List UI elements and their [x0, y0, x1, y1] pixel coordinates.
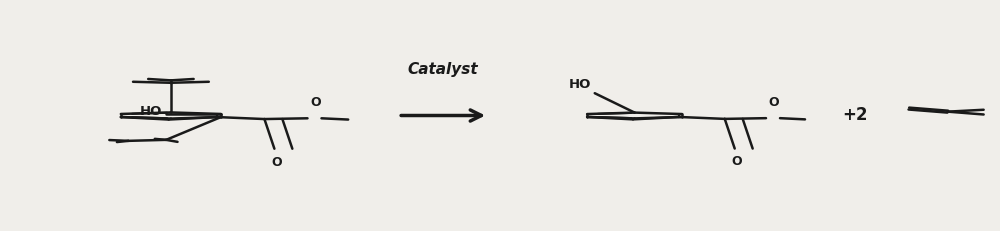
Text: Catalyst: Catalyst	[408, 62, 478, 77]
Text: O: O	[769, 96, 779, 109]
Text: O: O	[731, 155, 742, 168]
Text: O: O	[271, 155, 282, 169]
Text: O: O	[310, 96, 321, 109]
Text: HO: HO	[140, 105, 162, 118]
Text: +2: +2	[842, 106, 868, 125]
Text: HO: HO	[568, 78, 591, 91]
